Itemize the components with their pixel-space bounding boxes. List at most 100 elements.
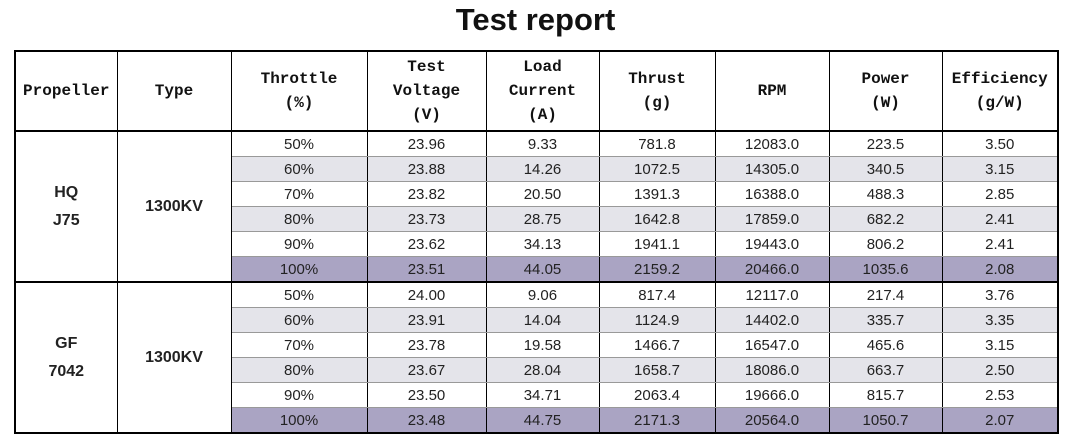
data-row: 90% 23.62 34.13 1941.1 19443.0 806.2 2.41 [15, 231, 1059, 257]
value-cell: 50% [230, 281, 368, 308]
value-cell: 80% [230, 206, 368, 232]
data-row: GF 7042 1300KV 50% 24.00 9.06 817.4 12117.0 217.… [14, 281, 1059, 434]
value-cell: 2063.4 [598, 382, 716, 408]
header-cell: Load Current (A) [485, 50, 600, 132]
value-cell: 23.88 [366, 156, 487, 182]
value-cell: 70% [230, 332, 368, 358]
value-cell: 23.51 [366, 256, 487, 283]
header-cell: Type [116, 50, 232, 132]
data-row: 60% 23.91 14.04 1124.9 14402.0 335.7 3.35 [15, 307, 1059, 333]
test-table: Propeller Type Throttle (%) Test Voltage (V) Lo… [14, 50, 1059, 434]
value-cell: 19666.0 [714, 382, 830, 408]
value-cell: 90% [230, 382, 368, 408]
value-cell: 44.75 [485, 407, 600, 434]
value-cell: 80% [230, 357, 368, 383]
propeller-cell: GF 7042 [14, 281, 118, 434]
value-cell: 1072.5 [598, 156, 716, 182]
value-cell: 2.08 [941, 256, 1059, 283]
text-line: RPM [757, 82, 787, 100]
value-cell: 1050.7 [828, 407, 943, 434]
text-line: Efficiency [951, 70, 1048, 88]
value-cell: 3.35 [941, 307, 1059, 333]
value-cell: 2.50 [941, 357, 1059, 383]
value-cell: 488.3 [828, 181, 943, 207]
value-cell: 335.7 [828, 307, 943, 333]
header-cell: Propeller [14, 50, 118, 132]
value-cell: 70% [230, 181, 368, 207]
value-cell: 28.75 [485, 206, 600, 232]
value-cell: 1466.7 [598, 332, 716, 358]
value-cell: 465.6 [828, 332, 943, 358]
value-cell: 12083.0 [714, 130, 830, 157]
value-cell: 3.15 [941, 156, 1059, 182]
text-line: Voltage [392, 82, 461, 100]
text-line: Thrust [628, 70, 686, 88]
text-line: Test [407, 58, 446, 76]
value-cell: 14402.0 [714, 307, 830, 333]
value-cell: 60% [230, 156, 368, 182]
value-cell: 23.48 [366, 407, 487, 434]
value-cell: 14.26 [485, 156, 600, 182]
value-cell: 2.41 [941, 206, 1059, 232]
value-cell: 50% [230, 130, 368, 157]
value-cell: 19443.0 [714, 231, 830, 257]
text-line: (%) [284, 94, 314, 112]
value-cell: 1124.9 [598, 307, 716, 333]
data-row: 100% 23.48 44.75 2171.3 20564.0 1050.7 2.07 [15, 407, 1059, 434]
value-cell: 23.91 [366, 307, 487, 333]
text-line: (V) [412, 106, 441, 124]
text-line: GF [55, 334, 78, 352]
value-cell: 23.62 [366, 231, 487, 257]
value-cell: 3.76 [941, 281, 1059, 308]
value-cell: 1391.3 [598, 181, 716, 207]
value-cell: 9.06 [485, 281, 600, 308]
value-cell: 16388.0 [714, 181, 830, 207]
value-cell: 14.04 [485, 307, 600, 333]
value-cell: 18086.0 [714, 357, 830, 383]
value-cell: 2171.3 [598, 407, 716, 434]
header-cell: Test Voltage (V) [366, 50, 487, 132]
value-cell: 19.58 [485, 332, 600, 358]
text-line: Throttle [260, 70, 338, 88]
value-cell: 100% [230, 256, 368, 283]
text-line: HQ [54, 183, 79, 201]
value-cell: 23.73 [366, 206, 487, 232]
value-cell: 23.82 [366, 181, 487, 207]
value-cell: 1941.1 [598, 231, 716, 257]
data-row: 60% 23.88 14.26 1072.5 14305.0 340.5 3.15 [15, 156, 1059, 182]
text-line: J75 [52, 211, 80, 229]
value-cell: 60% [230, 307, 368, 333]
value-cell: 9.33 [485, 130, 600, 157]
value-cell: 340.5 [828, 156, 943, 182]
data-row: 70% 23.78 19.58 1466.7 16547.0 465.6 3.15 [15, 332, 1059, 358]
text-line: 7042 [48, 362, 85, 380]
value-cell: 23.96 [366, 130, 487, 157]
value-cell: 2159.2 [598, 256, 716, 283]
header-cell: Throttle (%) [230, 50, 368, 132]
type-cell: 1300KV [116, 281, 232, 434]
value-cell: 682.2 [828, 206, 943, 232]
value-cell: 2.41 [941, 231, 1059, 257]
value-cell: 34.13 [485, 231, 600, 257]
data-row: HQ J75 1300KV 50% 23.96 9.33 781.8 12083.0 223.5… [14, 130, 1059, 283]
type-cell: 1300KV [116, 130, 232, 283]
value-cell: 223.5 [828, 130, 943, 157]
value-cell: 1035.6 [828, 256, 943, 283]
data-row: 80% 23.73 28.75 1642.8 17859.0 682.2 2.41 [15, 206, 1059, 232]
value-cell: 2.53 [941, 382, 1059, 408]
value-cell: 3.50 [941, 130, 1059, 157]
data-row: 90% 23.50 34.71 2063.4 19666.0 815.7 2.53 [15, 382, 1059, 408]
data-row: 70% 23.82 20.50 1391.3 16388.0 488.3 2.85 [15, 181, 1059, 207]
text-line: (W) [871, 94, 900, 112]
propeller-cell: HQ J75 [14, 130, 118, 283]
value-cell: 20.50 [485, 181, 600, 207]
header-row: Propeller Type Throttle (%) Test Voltage (V) Lo… [14, 50, 1059, 132]
value-cell: 806.2 [828, 231, 943, 257]
header-cell: Thrust (g) [598, 50, 716, 132]
text-line: Current [508, 82, 577, 100]
value-cell: 20466.0 [714, 256, 830, 283]
header-cell: Efficiency (g/W) [941, 50, 1059, 132]
value-cell: 17859.0 [714, 206, 830, 232]
value-cell: 781.8 [598, 130, 716, 157]
